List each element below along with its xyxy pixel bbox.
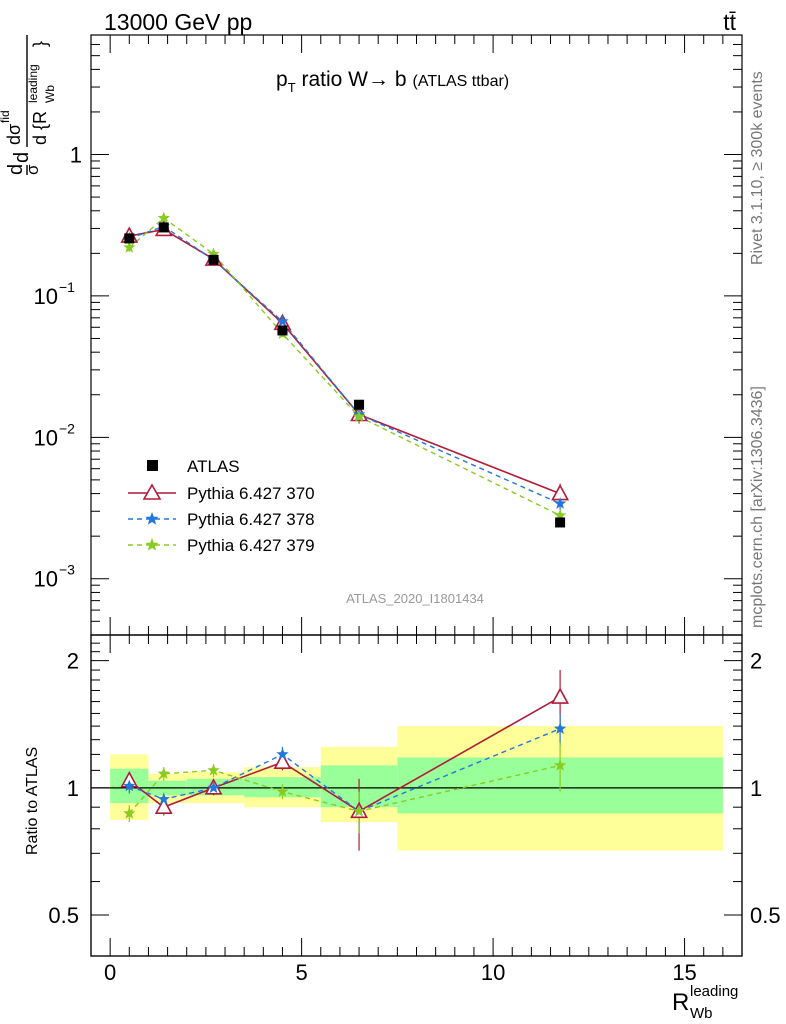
ratio-point-star — [276, 747, 289, 760]
legend-378-marker — [145, 512, 159, 525]
ratio-y-ticks: 0.5 0.5 1 1 2 2 — [48, 642, 781, 928]
main-y-ticks: 10 −310 −210 −11 — [34, 34, 742, 636]
main-y-tick-exponent: −2 — [59, 420, 75, 436]
ratio-point-star — [123, 779, 136, 792]
ratio-ylabel: Ratio to ATLAS — [24, 747, 41, 855]
main-point-star — [157, 211, 170, 224]
ratio-x-tick-label: 5 — [295, 960, 307, 985]
ratio-point-star — [352, 804, 366, 817]
data-point — [555, 517, 566, 528]
ratio-panel: 0.5 0.5 1 1 2 2 0 5 10 15 Ratio to ATLAS R leadi… — [24, 634, 781, 1022]
data-markers — [124, 222, 566, 528]
legend-370-marker — [142, 483, 162, 500]
ratio-y-tick-label-right: 2 — [750, 649, 762, 674]
header-right: tt̄ — [723, 9, 736, 35]
main-y-tick-label: 1 — [70, 143, 82, 168]
legend-370-label: Pythia 6.427 370 — [187, 484, 315, 503]
ylabel-h: Wb — [43, 85, 57, 103]
ratio-markers — [120, 687, 570, 819]
data-point — [208, 254, 219, 265]
ratio-y-tick-label: 1 — [67, 776, 79, 801]
ylabel-d: dσ — [4, 124, 24, 145]
ratio-point-star — [553, 722, 567, 734]
ratio-xlabel: R — [672, 989, 689, 1016]
main-point-star — [553, 509, 567, 521]
legend-379-marker — [145, 538, 159, 551]
title-p: p — [276, 68, 288, 91]
main-x-ticks — [109, 35, 724, 635]
xlabel-main: R — [672, 989, 689, 1016]
title-small: (ATLAS ttbar) — [413, 73, 510, 90]
ylabel-i: } — [30, 41, 50, 47]
ratio-frame-top — [90, 634, 743, 957]
main-y-tick-exponent: −3 — [59, 562, 75, 578]
ratio-point-star — [157, 767, 170, 779]
title-arrow: → — [368, 68, 389, 91]
title-sub: T — [288, 80, 296, 95]
main-title: pT ratio W→ b (ATLAS ttbar) — [276, 68, 509, 95]
title-rest: ratio W — [296, 68, 369, 91]
ratio-series-lines — [128, 696, 561, 814]
legend-379-label: Pythia 6.427 379 — [187, 536, 315, 555]
legend-atlas-label: ATLAS — [187, 457, 240, 476]
main-ylabel: d σ d dσ fid d {R leading Wb } — [0, 35, 57, 175]
legend-378-label: Pythia 6.427 378 — [187, 510, 315, 529]
ylabel-f: d {R — [30, 111, 50, 145]
main-point-star — [352, 410, 366, 422]
analysis-id: ATLAS_2020_I1801434 — [346, 591, 484, 606]
main-point-star — [123, 240, 136, 253]
ratio-point-star — [553, 758, 567, 771]
ratio-series-line-2 — [128, 764, 561, 814]
ratio-series-line-0 — [128, 696, 561, 813]
ratio-point-star — [276, 785, 289, 797]
ratio-x-ticks: 0 5 10 15 — [104, 635, 724, 985]
ylabel-b: σ — [23, 164, 42, 175]
data-point — [158, 222, 169, 233]
data-point — [277, 325, 288, 336]
ratio-y-tick-label: 0.5 — [48, 903, 79, 928]
title-b: b — [389, 68, 407, 91]
main-y-tick-exponent: −1 — [59, 279, 75, 295]
rivet-label: Rivet 3.1.10, ≥ 300k events — [749, 71, 766, 265]
main-point-star — [207, 247, 220, 260]
ratio-y-tick-label-right: 1 — [750, 776, 762, 801]
main-y-tick-label: 10 — [34, 284, 58, 309]
main-y-tick-label: 10 — [34, 425, 58, 450]
main-series-line-0 — [129, 228, 561, 495]
ratio-point-star — [123, 806, 136, 819]
ratio-point-triangle — [551, 687, 570, 704]
mcplots-label: mcplots.cern.ch [arXiv:1306.3436] — [749, 386, 766, 628]
legend-atlas-marker — [147, 460, 158, 471]
ratio-series-line-1 — [129, 728, 561, 813]
ratio-x-tick-label: 10 — [481, 960, 505, 985]
xlabel-sup: leading — [690, 983, 738, 1000]
ratio-y-tick-label-right: 0.5 — [750, 903, 781, 928]
ylabel-c: d — [11, 152, 33, 163]
ratio-y-tick-label: 2 — [67, 649, 79, 674]
main-y-tick-label: 10 — [34, 567, 58, 592]
main-series-line-1 — [129, 225, 561, 505]
ratio-x-tick-label: 0 — [104, 960, 116, 985]
ratio-uncertainty-bands — [110, 726, 723, 851]
main-series-line-2 — [128, 217, 561, 517]
legend: ATLAS Pythia 6.427 370 Pythia 6.427 378 … — [128, 457, 315, 555]
ylabel-e: fid — [0, 110, 12, 123]
ratio-point-star — [157, 792, 170, 805]
ratio-point-triangle — [154, 797, 173, 814]
ylabel-a: d — [5, 164, 27, 175]
ylabel-g: leading — [26, 64, 40, 103]
main-panel: 10 −310 −210 −11 pT ratio W→ b (ATLAS ttbar)… — [0, 34, 743, 636]
ratio-x-tick-label: 15 — [672, 960, 696, 985]
header-left: 13000 GeV pp — [104, 9, 252, 35]
data-point — [124, 233, 135, 244]
data-point — [354, 399, 365, 410]
ratio-point-star — [207, 781, 220, 794]
xlabel-sub: Wb — [690, 1005, 713, 1022]
ratio-point-triangle — [273, 752, 292, 770]
main-error-bars — [128, 216, 561, 523]
main-point-star — [553, 497, 567, 509]
main-point-star — [276, 314, 289, 327]
ratio-point-star — [207, 763, 220, 776]
